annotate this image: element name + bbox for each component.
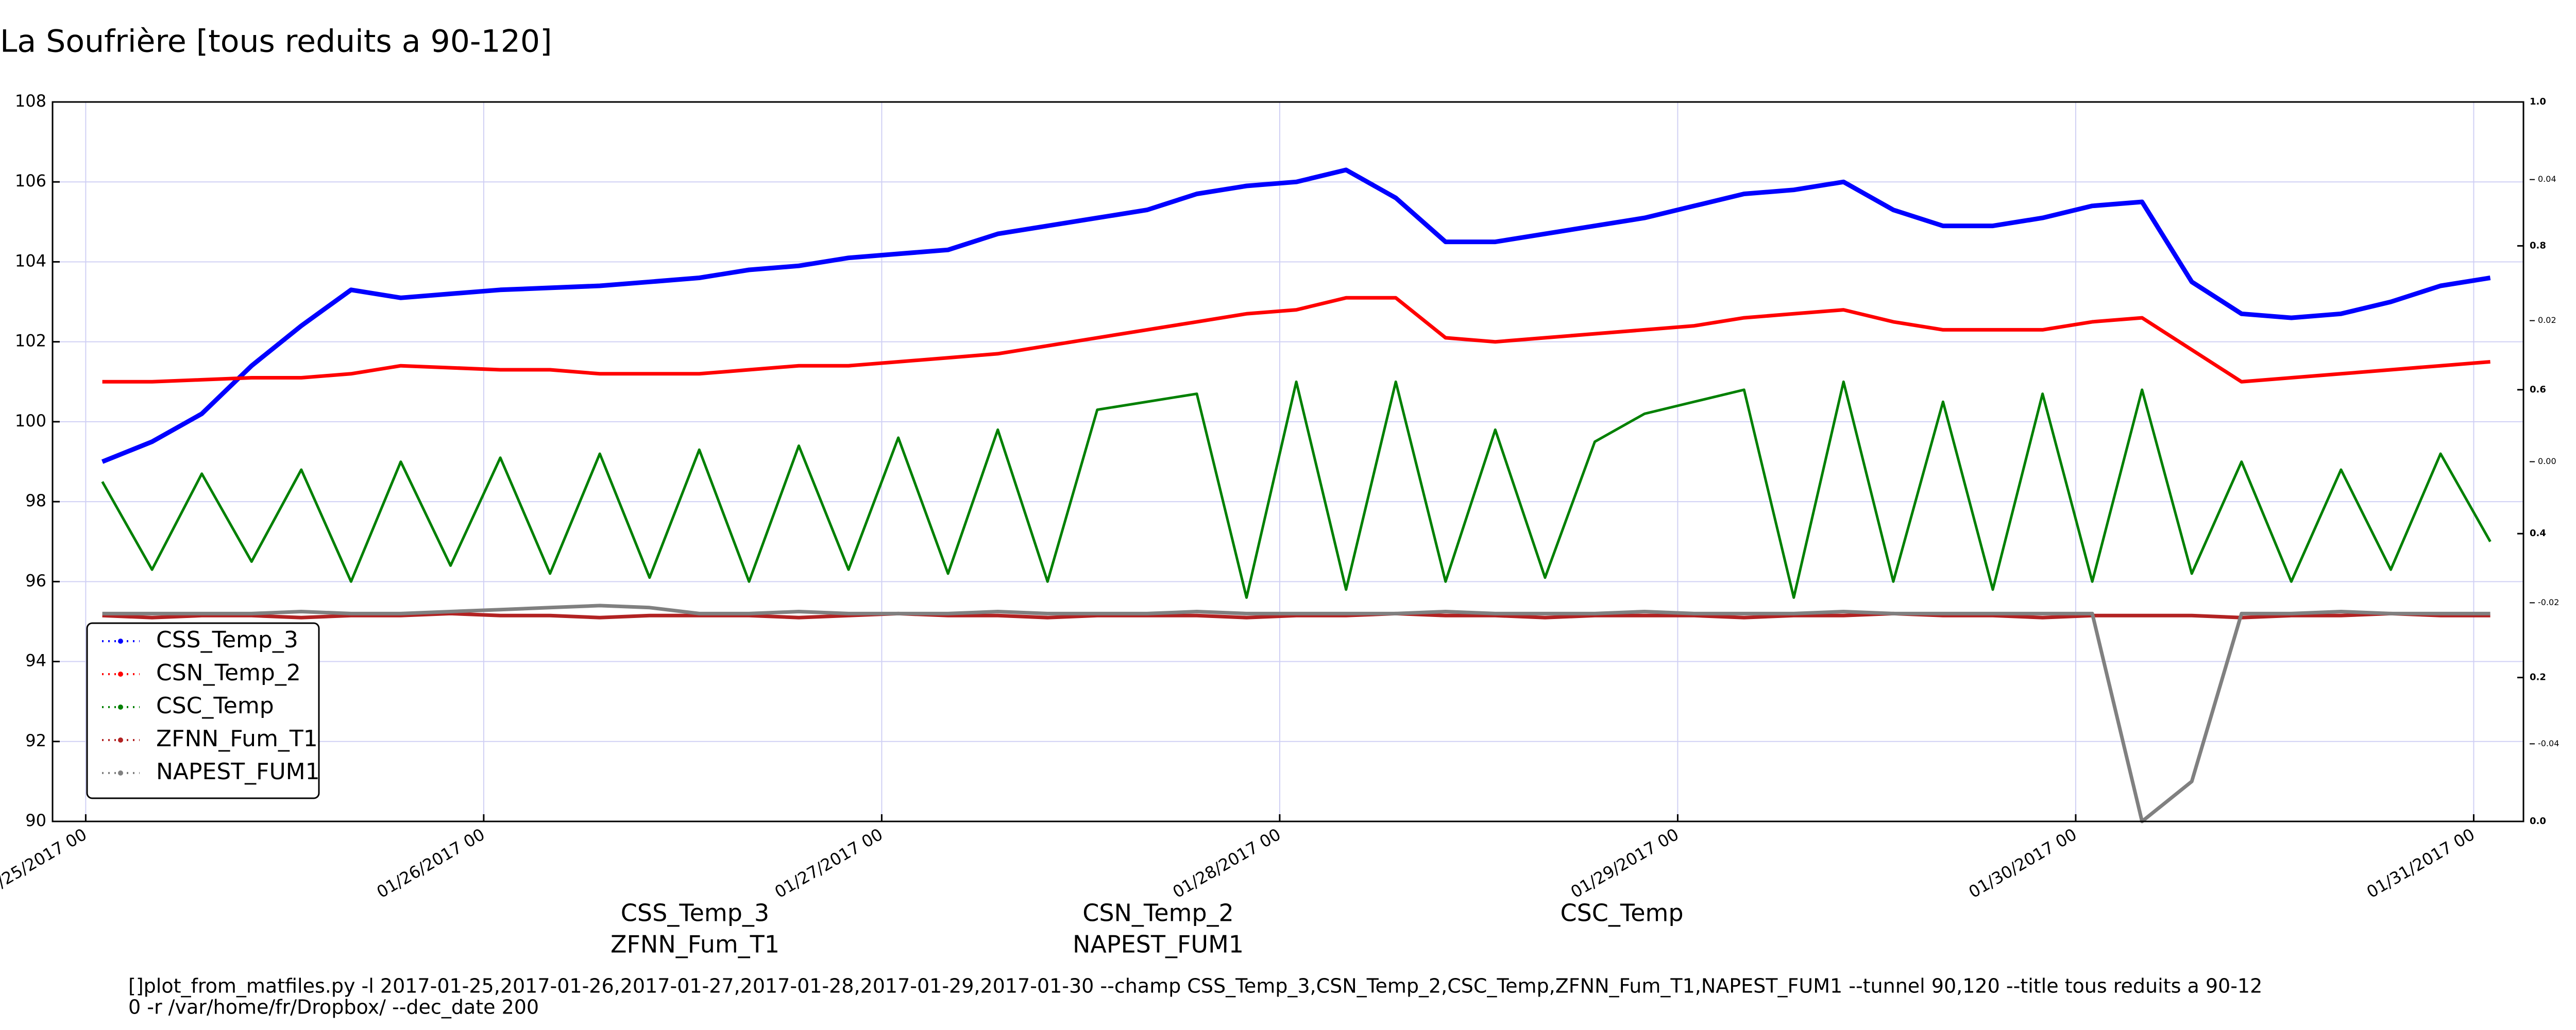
y2-tick-label: 0.6 <box>2530 384 2546 395</box>
legend-label: CSC_Temp <box>156 693 274 719</box>
series-line <box>102 604 2490 823</box>
series-line <box>101 167 2491 464</box>
series-caption: NAPEST_FUM1 <box>1073 931 1244 958</box>
legend-label: CSS_Temp_3 <box>156 627 298 653</box>
legend-marker-dot <box>118 770 123 776</box>
y-tick-label: 102 <box>15 331 46 351</box>
legend-label: NAPEST_FUM1 <box>156 759 320 785</box>
y-tick-label: 98 <box>25 491 46 510</box>
y-tick-label: 106 <box>15 171 46 191</box>
y3-tick-label: 0.04 <box>2538 174 2556 184</box>
y2-tick-label: 0.8 <box>2530 240 2546 251</box>
y-tick-label: 96 <box>25 571 46 590</box>
y3-tick-label: -0.04 <box>2538 739 2559 748</box>
y-tick-label: 90 <box>25 811 46 830</box>
y-tick-label: 94 <box>25 651 46 671</box>
y-tick-label: 108 <box>15 91 46 111</box>
series-caption: CSC_Temp <box>1560 899 1683 927</box>
y2-tick-label: 0.2 <box>2530 672 2546 683</box>
series-line <box>102 296 2490 384</box>
footer-line: 0 -r /var/home/fr/Dropbox/ --dec_date 20… <box>128 996 539 1019</box>
series-caption: CSN_Temp_2 <box>1082 899 1234 927</box>
legend-marker-dot <box>118 737 123 743</box>
legend-marker-dot <box>118 639 123 644</box>
y3-tick-label: -0.02 <box>2538 597 2559 607</box>
series-line <box>101 380 2492 599</box>
y2-tick-label: 1.0 <box>2530 96 2546 107</box>
y2-tick-label: 0.0 <box>2530 816 2546 827</box>
legend-label: CSN_Temp_2 <box>156 660 301 686</box>
legend-label: ZFNN_Fum_T1 <box>156 726 318 752</box>
chart-title: La Soufrière [tous reduits a 90-120] <box>0 24 552 60</box>
series-caption: ZFNN_Fum_T1 <box>611 931 779 958</box>
legend-marker-dot <box>118 705 123 710</box>
y-tick-label: 92 <box>25 731 46 750</box>
legend-marker-dot <box>118 672 123 677</box>
y3-tick-label: 0.02 <box>2538 315 2556 325</box>
plot-frame <box>52 101 2524 822</box>
series-caption: CSS_Temp_3 <box>621 899 769 927</box>
footer-line: []plot_from_matfiles.py -l 2017-01-25,20… <box>128 975 2262 998</box>
y2-tick-label: 0.4 <box>2530 528 2546 539</box>
y-tick-label: 104 <box>15 251 46 270</box>
y-tick-label: 100 <box>15 411 46 431</box>
legend-box <box>86 622 320 799</box>
y3-tick-label: 0.00 <box>2538 456 2556 466</box>
